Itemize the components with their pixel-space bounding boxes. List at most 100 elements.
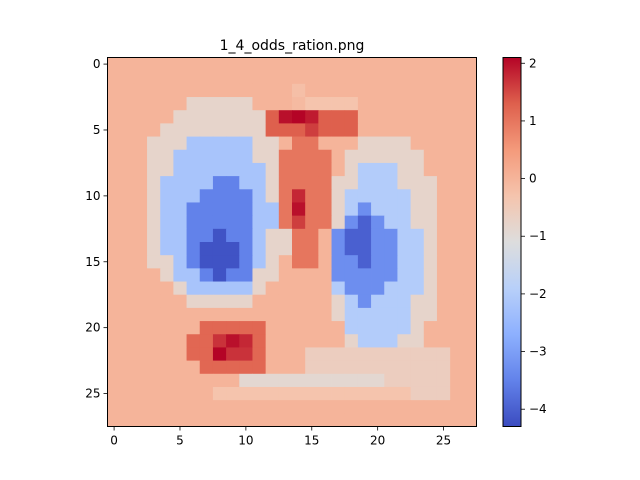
heatmap-cell (331, 215, 346, 230)
heatmap-cell (212, 228, 227, 243)
heatmap-cell (305, 136, 319, 151)
heatmap-cell (278, 189, 293, 203)
heatmap-cell (173, 202, 187, 217)
heatmap-cell (344, 268, 359, 282)
heatmap-cell (436, 413, 451, 427)
heatmap-cell (212, 202, 227, 217)
heatmap-cell (252, 228, 267, 243)
heatmap-cell (450, 347, 464, 362)
heatmap-cell (371, 136, 385, 151)
heatmap-cell (318, 83, 332, 98)
heatmap-cell (278, 83, 293, 98)
heatmap-cell (173, 347, 187, 362)
heatmap-cell (133, 373, 148, 388)
heatmap-cell (318, 294, 332, 309)
heatmap-cell (423, 123, 438, 137)
heatmap-cell (371, 110, 385, 124)
heatmap-cell (160, 294, 174, 309)
heatmap-cell (318, 400, 332, 414)
heatmap-cell (160, 162, 174, 177)
heatmap-cell (278, 294, 293, 309)
heatmap-cell (305, 255, 319, 269)
heatmap-cell (265, 255, 280, 269)
heatmap-cell (463, 202, 477, 217)
heatmap-cell (305, 215, 319, 230)
heatmap-cell (120, 268, 135, 282)
heatmap-cell (436, 360, 451, 375)
y-tick-label: 15 (85, 255, 100, 269)
heatmap-cell (463, 307, 477, 322)
heatmap-cell (173, 228, 187, 243)
heatmap-cell (265, 162, 280, 177)
heatmap-cell (410, 149, 425, 164)
heatmap-cell (120, 321, 135, 335)
heatmap-cell (463, 215, 477, 230)
heatmap-cell (357, 268, 372, 282)
heatmap-cell (160, 110, 174, 124)
heatmap-cell (423, 149, 438, 164)
heatmap-cell (147, 228, 161, 243)
heatmap-cell (436, 281, 451, 296)
heatmap-cell (410, 189, 425, 203)
colorbar-tick-label: 2 (529, 56, 537, 70)
heatmap-cell (239, 255, 253, 269)
heatmap-cell (357, 202, 372, 217)
heatmap-cell (133, 360, 148, 375)
heatmap-cell (423, 386, 438, 401)
heatmap-cell (120, 149, 135, 164)
heatmap-cell (397, 242, 412, 256)
heatmap-cell (226, 268, 240, 282)
heatmap-cell (305, 281, 319, 296)
heatmap-cell (160, 347, 174, 362)
heatmap-cell (450, 202, 464, 217)
heatmap-cell (265, 176, 280, 190)
heatmap-cell (318, 97, 332, 111)
heatmap-cell (344, 294, 359, 309)
heatmap-cell (423, 281, 438, 296)
heatmap-cell (186, 413, 201, 427)
heatmap-cell (133, 321, 148, 335)
heatmap-cell (212, 189, 227, 203)
heatmap-cell (120, 57, 135, 72)
heatmap-cell (212, 83, 227, 98)
heatmap-cell (252, 176, 267, 190)
heatmap-cell (357, 215, 372, 230)
heatmap-cell (212, 268, 227, 282)
heatmap-cell (450, 307, 464, 322)
heatmap-cell (226, 70, 240, 85)
heatmap-cell (450, 360, 464, 375)
heatmap-cell (239, 307, 253, 322)
heatmap-cell (344, 215, 359, 230)
heatmap-cell (292, 70, 306, 85)
heatmap-cell (186, 215, 201, 230)
heatmap-cell (107, 162, 122, 177)
heatmap-cell (397, 281, 412, 296)
heatmap-cell (252, 189, 267, 203)
heatmap-cell (292, 281, 306, 296)
heatmap-cell (344, 334, 359, 348)
heatmap-cell (344, 189, 359, 203)
heatmap-cell (160, 268, 174, 282)
heatmap-cell (331, 400, 346, 414)
heatmap-cell (173, 110, 187, 124)
heatmap-cell (305, 321, 319, 335)
chart-title: 1_4_odds_ration.png (220, 38, 365, 54)
heatmap-cell (331, 294, 346, 309)
heatmap-cell (226, 321, 240, 335)
heatmap-cell (212, 321, 227, 335)
heatmap-cell (410, 123, 425, 137)
heatmap-cell (212, 294, 227, 309)
heatmap-cell (186, 149, 201, 164)
heatmap-cell (173, 70, 187, 85)
heatmap-cell (450, 97, 464, 111)
heatmap-cell (357, 360, 372, 375)
heatmap-cell (344, 176, 359, 190)
heatmap-cell (186, 307, 201, 322)
heatmap-cell (265, 97, 280, 111)
heatmap-cell (305, 373, 319, 388)
heatmap-cell (436, 294, 451, 309)
heatmap-cell (357, 321, 372, 335)
heatmap-cell (331, 83, 346, 98)
heatmap-cell (252, 347, 267, 362)
heatmap-cell (384, 189, 398, 203)
